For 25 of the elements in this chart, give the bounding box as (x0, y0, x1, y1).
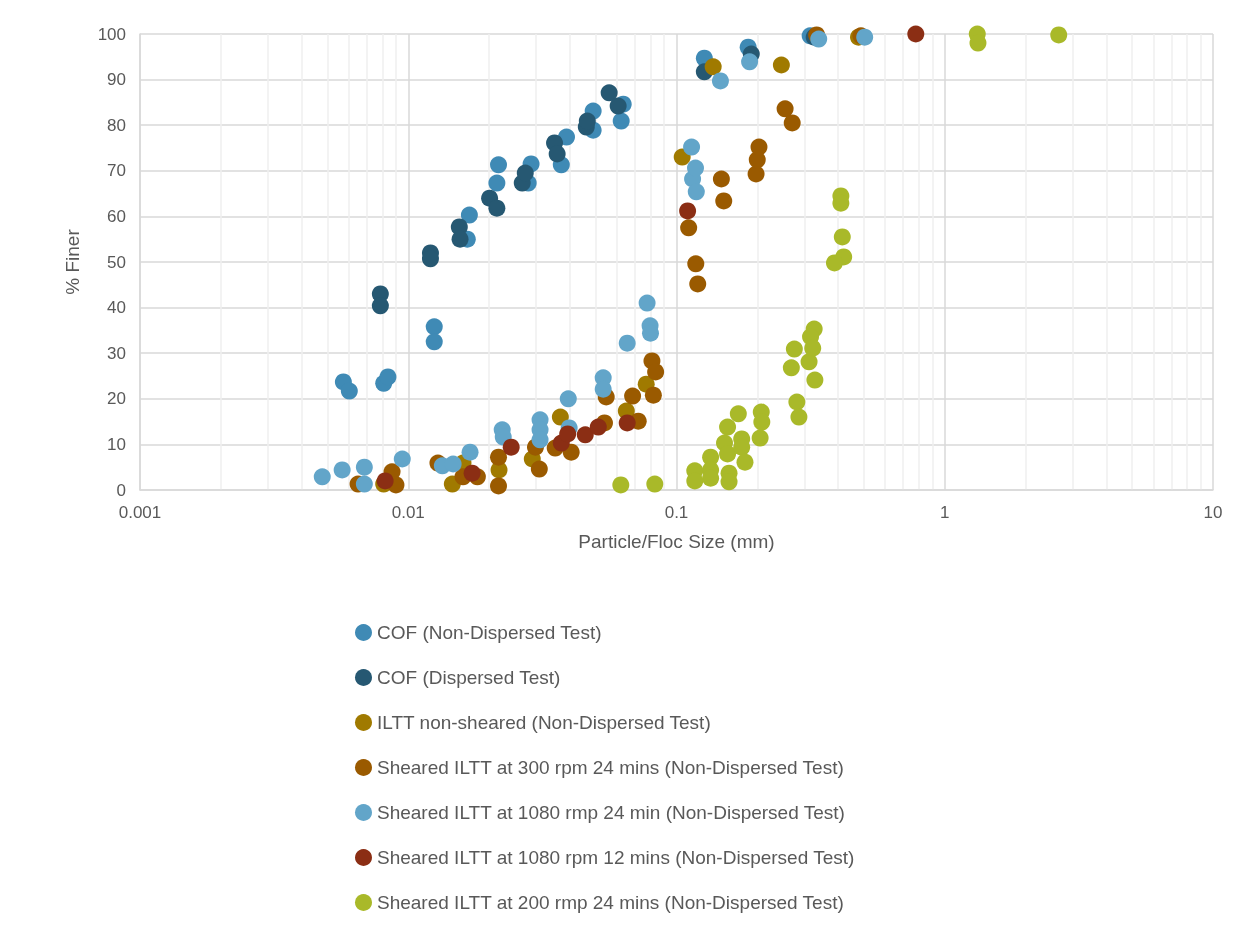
y-tick-label: 60 (107, 206, 126, 226)
legend-label: Sheared ILTT at 200 rmp 24 mins (Non-Dispersed Test) (377, 892, 844, 913)
y-tick-label: 0 (116, 480, 126, 500)
y-tick-label: 50 (107, 252, 126, 272)
x-tick-label: 0.001 (118, 503, 162, 522)
legend-label: ILTT non-sheared (Non-Dispersed Test) (377, 712, 711, 733)
y-tick-label: 70 (107, 161, 126, 181)
y-tick-label: 30 (107, 343, 126, 363)
x-tick-label: 0.1 (664, 503, 689, 522)
legend-label: Sheared ILTT at 1080 rpm 12 mins (Non-Dispersed Test) (377, 847, 855, 868)
legend-label: COF (Non-Dispersed Test) (377, 622, 602, 643)
y-tick-label: 80 (107, 115, 126, 135)
y-tick-label: 10 (107, 434, 126, 454)
y-tick-label: 20 (107, 389, 126, 409)
y-axis-title: % Finer (62, 228, 83, 295)
y-tick-label: 90 (107, 70, 126, 90)
x-tick-label: 10 (1203, 503, 1223, 522)
legend-label: Sheared ILTT at 300 rpm 24 mins (Non-Dispersed Test) (377, 757, 844, 778)
y-tick-label: 40 (107, 298, 126, 318)
x-axis-title: Particle/Floc Size (mm) (578, 531, 775, 552)
legend-label: Sheared ILTT at 1080 rmp 24 min (Non-Dispersed Test) (377, 802, 845, 823)
y-tick-label: 100 (97, 24, 126, 44)
x-tick-label: 0.01 (391, 503, 425, 522)
legend-label: COF (Dispersed Test) (377, 667, 561, 688)
x-tick-label: 1 (940, 503, 950, 522)
